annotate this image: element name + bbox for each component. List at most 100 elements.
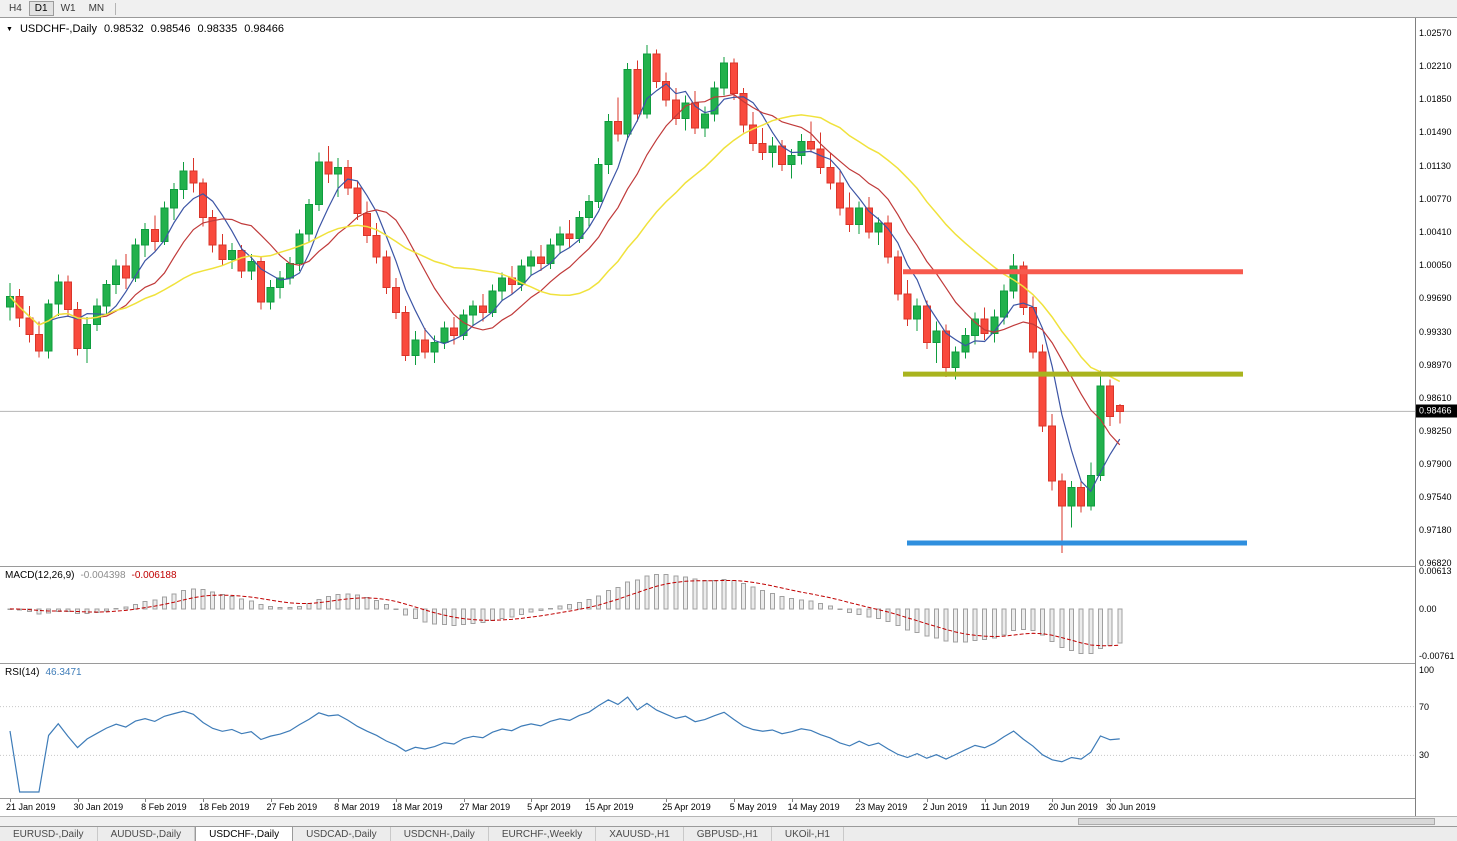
time-axis-label: 27 Mar 2019 [459, 802, 511, 812]
time-axis-label: 20 Jun 2019 [1048, 802, 1098, 812]
timeframe-toolbar: H4 D1 W1 MN [0, 0, 1457, 18]
timeframe-h4[interactable]: H4 [3, 1, 28, 16]
price-axis-label: 0.98610 [1419, 393, 1452, 404]
time-axis-label: 15 Apr 2019 [585, 802, 634, 812]
chart-window: ▼ USDCHF-,Daily 0.98532 0.98546 0.98335 … [0, 18, 1457, 816]
price-axis-label: 0.98250 [1419, 426, 1452, 437]
price-axis-label: 1.01130 [1419, 160, 1451, 171]
price-chart-panel[interactable]: ▼ USDCHF-,Daily 0.98532 0.98546 0.98335 … [0, 18, 1415, 566]
timeframe-w1[interactable]: W1 [55, 1, 82, 16]
macd-axis-label: 0.00 [1419, 603, 1437, 614]
price-axis-label: 1.01850 [1419, 94, 1452, 105]
time-axis-tick [463, 799, 465, 802]
ohlc-high: 0.98546 [150, 23, 191, 35]
rsi-panel[interactable]: RSI(14) 46.3471 [0, 664, 1415, 798]
rsi-line [9, 696, 1120, 793]
time-axis-tick [589, 799, 590, 802]
chart-dropdown-icon[interactable]: ▼ [6, 25, 13, 33]
ohlc-low: 0.98335 [197, 23, 238, 35]
scrollbar-thumb[interactable] [1078, 818, 1436, 825]
ma-slow-yellow [9, 114, 1121, 383]
time-axis-label: 30 Jan 2019 [73, 802, 124, 812]
time-axis-tick [270, 799, 272, 802]
price-axis-label: 0.99330 [1419, 326, 1452, 337]
pan​el-splitter-rsi[interactable] [0, 663, 1415, 664]
rsi-header: RSI(14) 46.3471 [5, 667, 82, 678]
time-axis-tick [77, 799, 79, 802]
current-price-badge: 0.98466 [1416, 404, 1457, 418]
time-axis-label: 5 Apr 2019 [527, 802, 571, 812]
macd-header: MACD(12,26,9) -0.004398 -0.006188 [5, 570, 177, 581]
timeframe-mn[interactable]: MN [83, 1, 111, 16]
time-axis-tick [10, 799, 11, 802]
tab-gbpusd-h1[interactable]: GBPUSD-,H1 [684, 827, 772, 841]
time-axis-tick [733, 799, 735, 802]
time-axis-tick [791, 799, 793, 802]
price-axis[interactable]: 0.98466 1.02570 1.02210 1.01850 1.01490 1.01… [1415, 18, 1457, 816]
time-axis-label: 27 Feb 2019 [266, 802, 318, 812]
time-axis-label: 5 May 2019 [729, 802, 777, 812]
tab-usdcad-daily[interactable]: USDCAD-,Daily [293, 827, 391, 841]
timeframe-d1[interactable]: D1 [28, 1, 54, 16]
tab-usdcnh-daily[interactable]: USDCNH-,Daily [391, 827, 489, 841]
price-axis-label: 0.99690 [1419, 293, 1452, 304]
rsi-title: RSI(14) [5, 667, 40, 678]
time-axis-label: 18 Mar 2019 [392, 802, 443, 812]
panel-splitter-macd[interactable] [0, 566, 1415, 567]
price-axis-label: 1.02210 [1419, 60, 1452, 71]
chart-tabs-bar: EURUSD-,Daily AUDUSD-,Daily USDCHF-,Daily U… [0, 826, 1457, 841]
tab-eurchf-weekly[interactable]: EURCHF-,Weekly [489, 827, 597, 841]
time-axis-label: 11 Jun 2019 [980, 802, 1030, 812]
price-axis-label: 0.98970 [1419, 359, 1452, 370]
price-axis-label: 0.96820 [1419, 558, 1452, 569]
plot-column: ▼ USDCHF-,Daily 0.98532 0.98546 0.98335 … [0, 18, 1415, 816]
time-axis-tick [666, 799, 668, 802]
candles-layer [6, 44, 1124, 554]
price-chart-canvas[interactable] [0, 18, 1415, 566]
ohlc-close: 0.98466 [244, 23, 284, 35]
time-axis-tick [1052, 799, 1054, 802]
macd-signal-value: -0.006188 [131, 570, 177, 581]
time-axis-label: 14 May 2019 [787, 802, 840, 812]
time-axis-tick [984, 799, 986, 802]
macd-title: MACD(12,26,9) [5, 570, 75, 581]
time-axis-label: 18 Feb 2019 [199, 802, 250, 812]
time-axis-label: 8 Feb 2019 [141, 802, 187, 812]
macd-panel[interactable]: MACD(12,26,9) -0.004398 -0.006188 [0, 567, 1415, 663]
time-axis-tick [926, 799, 928, 802]
rsi-axis-label: 70 [1419, 701, 1430, 712]
macd-canvas[interactable] [0, 567, 1415, 663]
tab-usdchf-daily[interactable]: USDCHF-,Daily [195, 827, 294, 841]
time-axis-tick [203, 799, 204, 802]
macd-axis-label: 0.00613 [1419, 566, 1452, 577]
time-axis-tick [859, 799, 861, 802]
tab-xauusd-h1[interactable]: XAUUSD-,H1 [596, 827, 684, 841]
time-axis-label: 8 Mar 2019 [334, 802, 380, 812]
price-axis-label: 1.00050 [1419, 260, 1452, 271]
toolbar-separator [115, 2, 117, 15]
tab-ukoil-h1[interactable]: UKOil-,H1 [772, 827, 844, 841]
time-axis-tick [396, 799, 397, 802]
time-axis-tick [1110, 799, 1112, 802]
time-axis-label: 21 Jan 2019 [6, 802, 56, 812]
price-axis-label: 0.97900 [1419, 458, 1452, 469]
ma-fast-blue [9, 83, 1121, 493]
rsi-value: 46.3471 [45, 667, 82, 678]
price-axis-label: 1.00770 [1419, 193, 1452, 204]
time-axis-label: 30 Jun 2019 [1106, 802, 1156, 812]
axis-separator [0, 798, 1415, 799]
time-axis-tick [531, 799, 533, 802]
time-axis-label: 25 Apr 2019 [662, 802, 711, 812]
timeframe-buttons: H4 D1 W1 MN [3, 1, 110, 16]
price-axis-label: 1.02570 [1419, 27, 1452, 38]
time-axis-label: 2 Jun 2019 [922, 802, 968, 812]
tab-eurusd-daily[interactable]: EURUSD-,Daily [0, 827, 98, 841]
horizontal-scrollbar[interactable] [0, 816, 1457, 826]
chart-ohlc-header: ▼ USDCHF-,Daily 0.98532 0.98546 0.98335 … [6, 23, 284, 35]
price-axis-label: 1.01490 [1419, 127, 1452, 138]
rsi-canvas[interactable] [0, 664, 1415, 798]
tab-audusd-daily[interactable]: AUDUSD-,Daily [98, 827, 196, 841]
macd-signal-line [9, 579, 1120, 647]
time-axis[interactable]: 21 Jan 2019 30 Jan 2019 8 Feb 2019 18 Feb 2… [0, 799, 1415, 816]
